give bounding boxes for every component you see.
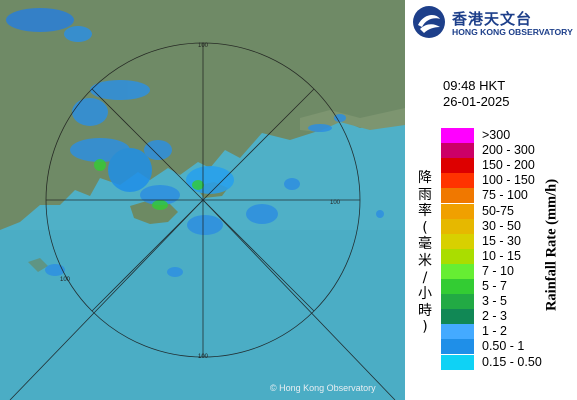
range-spoke — [202, 199, 396, 400]
rain-echo — [152, 200, 168, 210]
legend-label: 75 - 100 — [482, 188, 528, 203]
legend-swatch — [441, 324, 474, 340]
legend-label: 100 - 150 — [482, 173, 535, 188]
range-label: 100 — [330, 200, 341, 206]
legend-panel — [405, 0, 577, 400]
legend-swatch — [441, 128, 474, 144]
rain-echo — [187, 215, 223, 235]
observation-time: 09:48 HKT — [443, 78, 506, 93]
legend-label: 7 - 10 — [482, 263, 514, 278]
legend-swatch — [441, 279, 474, 295]
radar-map[interactable]: 100 100 100 100 © Hong Kong Observatory — [0, 0, 405, 400]
range-label: 100 — [198, 43, 209, 49]
range-label: 100 — [198, 354, 209, 360]
rain-echo — [45, 264, 65, 276]
sea-shade — [0, 230, 405, 400]
legend-swatch — [441, 143, 474, 159]
legend-label: 200 - 300 — [482, 143, 535, 158]
rain-echo — [246, 204, 278, 224]
rain-echo — [192, 180, 204, 190]
range-spoke — [202, 199, 315, 312]
rain-heavier — [94, 159, 204, 210]
legend-label: 3 - 5 — [482, 294, 508, 309]
legend-swatch — [441, 354, 474, 370]
rain-echo — [167, 267, 183, 277]
range-spoke — [91, 88, 204, 201]
legend-label: 1 - 2 — [482, 324, 508, 339]
rain-echo — [308, 124, 332, 132]
observation-date: 26-01-2025 — [443, 94, 510, 109]
rain-echo — [284, 178, 300, 190]
legend-swatch — [441, 339, 474, 355]
rain-echo — [90, 80, 150, 100]
legend-swatch — [441, 248, 474, 264]
hko-logo[interactable]: 香港天文台 HONG KONG OBSERVATORY — [412, 5, 573, 41]
legend-label: 50-75 — [482, 203, 514, 218]
rain-echo — [108, 148, 152, 192]
hko-emblem-icon — [413, 6, 445, 38]
logo-english-text: HONG KONG OBSERVATORY — [452, 27, 573, 37]
legend-label: 15 - 30 — [482, 233, 521, 248]
range-rings — [9, 42, 396, 400]
rain-echo — [64, 26, 92, 42]
rain-echo — [376, 210, 384, 218]
legend-title-chinese: 降雨率(毫米 / 小時) — [418, 170, 432, 336]
rain-echo — [72, 98, 108, 126]
rain-echo — [6, 8, 74, 32]
legend-swatch — [441, 203, 474, 219]
range-label: 100 — [60, 277, 71, 283]
island-small — [28, 258, 48, 272]
legend-swatch — [441, 233, 474, 249]
rain-echo — [334, 114, 346, 122]
legend-title-english: Rainfall Rate (mm/h) — [543, 178, 560, 312]
legend-label: 30 - 50 — [482, 218, 521, 233]
legend-label: >300 — [482, 128, 511, 142]
legend-label: 5 - 7 — [482, 279, 508, 293]
legend-label: 2 - 3 — [482, 309, 508, 324]
legend-swatch — [441, 309, 474, 325]
rain-echo — [144, 140, 172, 160]
range-spoke — [9, 199, 204, 400]
legend-swatch — [441, 158, 474, 174]
rain-echoes — [6, 8, 384, 277]
legend-swatch — [441, 188, 474, 204]
legend-label: 0.15 - 0.50 — [482, 354, 542, 369]
legend-label: 0.50 - 1 — [482, 339, 525, 354]
legend-label: 10 - 15 — [482, 248, 521, 263]
logo-chinese-text: 香港天文台 — [452, 10, 533, 28]
copyright-notice: © Hong Kong Observatory — [270, 383, 376, 393]
land-mass — [0, 0, 405, 230]
legend-swatch — [441, 294, 474, 310]
legend-swatch — [441, 173, 474, 189]
range-spoke — [202, 88, 315, 201]
range-spoke — [91, 199, 204, 312]
legend-label: 150 - 200 — [482, 158, 535, 173]
legend-swatch — [441, 218, 474, 234]
legend-swatch — [441, 263, 474, 279]
rain-echo — [94, 159, 106, 171]
radar-map-graphic: 100 100 100 100 — [0, 0, 405, 400]
